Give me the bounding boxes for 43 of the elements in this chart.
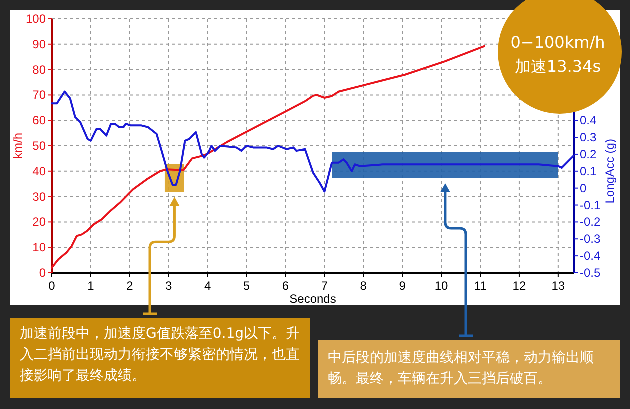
x-tick-label: 7 [321,279,328,293]
text: 中后段的加速度曲线相对平稳，动力输出顺畅。最终，车辆在升入三挡后破百。 [328,349,595,389]
y2-tick-label: 0.3 [580,130,598,145]
x-tick-label: 9 [399,279,406,293]
x-tick-label: 3 [166,279,173,293]
x-tick-label: 2 [126,279,134,293]
line-series [51,45,486,269]
y2-axis-title: LongAcc (g) [603,139,617,204]
x-tick-label: 10 [434,279,449,293]
annotation: 加速13.34s [514,57,602,76]
y-tick-label: 10 [32,240,46,255]
y-tick-label: 100 [26,12,46,26]
y2-tick-label: 0.2 [580,147,598,162]
y2-tick-label: -0.5 [580,266,602,280]
x-tick-label: 6 [282,279,290,293]
y-tick-label: 30 [32,190,46,204]
y-axis-title: km/h [11,132,25,160]
y2-tick-label: 0 [580,181,587,196]
y2-tick-label: -0.1 [580,198,602,212]
x-tick-label: 8 [360,279,368,293]
x-tick-label: 5 [243,279,250,293]
y2-tick-label: 0.4 [580,114,598,128]
x-tick-label: 4 [204,279,212,293]
y-tick-label: 60 [32,114,46,128]
x-tick-label: 0 [48,279,56,293]
y2-tick-label: -0.4 [580,249,602,264]
y-tick-label: 0 [39,266,46,280]
x-axis-title: Seconds [290,292,336,306]
y-tick-label: 40 [32,164,46,178]
y2-tick-label: 0.1 [580,164,598,178]
text: 加速前段中，加速度G值跌落至0.1g以下。升入二挡前出现动力衔接不够紧密的情况，也直接影响了最终成绩。 [20,326,300,384]
x-tick-label: 12 [512,279,526,293]
y2-tick-label: -0.2 [580,215,602,230]
x-tick-label: 11 [474,279,488,293]
x-tick-label: 13 [552,279,566,293]
x-tick-label: 1 [88,279,95,293]
y-tick-label: 50 [32,139,46,153]
y-tick-label: 80 [32,62,46,77]
y-tick-label: 90 [32,37,46,52]
annotation: 0−100km/h [510,33,606,52]
y2-tick-label: -0.3 [580,232,602,246]
y-tick-label: 20 [32,215,46,230]
y-tick-label: 70 [32,88,46,102]
